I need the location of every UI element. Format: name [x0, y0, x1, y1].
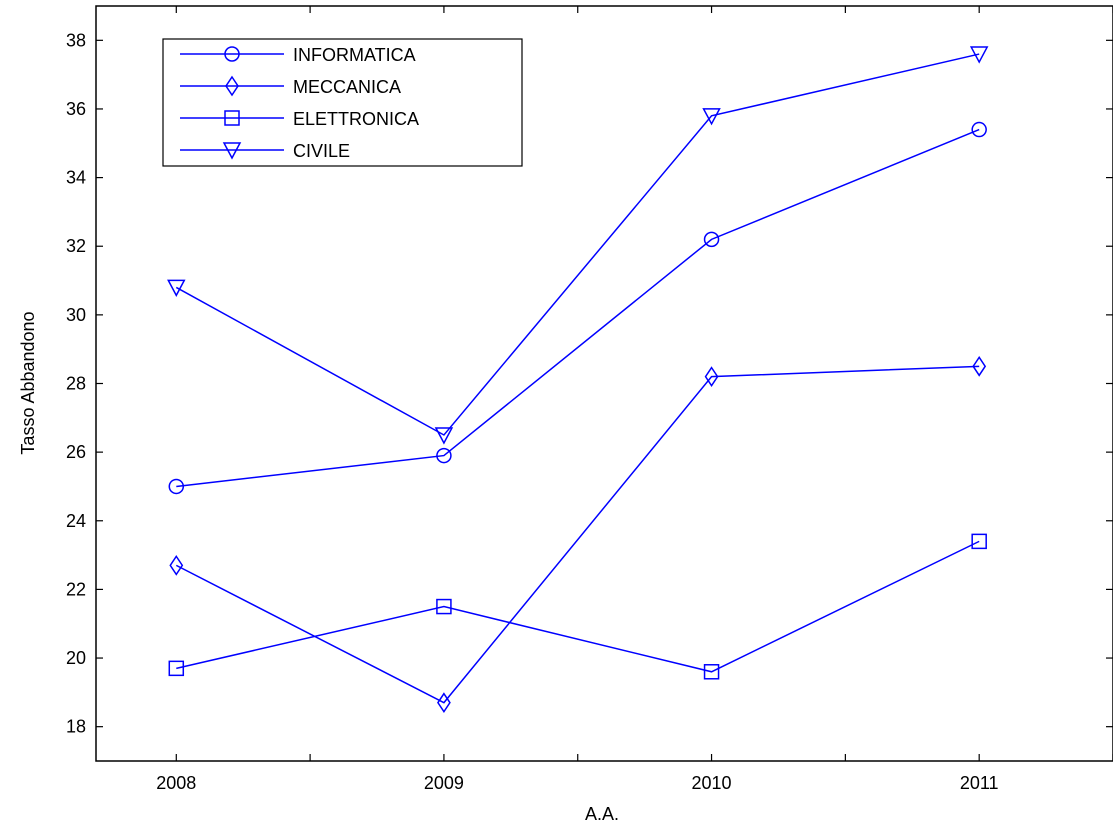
data-point-square — [168, 660, 185, 677]
x-tick-label: 2011 — [960, 773, 999, 793]
legend-entry: MECCANICA — [180, 75, 401, 97]
legend-marker-diamond — [225, 75, 239, 97]
legend-box — [162, 38, 523, 167]
series-line — [175, 53, 980, 436]
y-tick-label: 34 — [66, 168, 86, 188]
series-elettronica — [168, 533, 987, 680]
y-tick-label: 36 — [66, 99, 86, 119]
data-point-diamond — [704, 366, 719, 387]
data-point-triangle-down — [167, 279, 186, 298]
legend-label: MECCANICA — [293, 77, 401, 97]
legend-label: ELETTRONICA — [293, 109, 419, 129]
data-point-triangle-down — [434, 427, 454, 445]
y-tick-label: 30 — [66, 305, 86, 325]
data-point-triangle-down — [702, 108, 721, 126]
legend-marker-triangle-down — [222, 142, 242, 160]
data-point-circle — [703, 231, 720, 248]
series-layer — [167, 46, 989, 714]
y-tick-label: 24 — [66, 511, 86, 531]
data-point-diamond — [437, 692, 451, 714]
legend-entry: ELETTRONICA — [180, 109, 419, 129]
legend-entry: CIVILE — [180, 141, 350, 161]
data-point-circle — [971, 121, 987, 138]
series-line — [176, 128, 980, 488]
x-axis-label: A.A. — [585, 804, 619, 824]
legend-entry: INFORMATICA — [180, 45, 416, 65]
data-point-diamond — [972, 355, 987, 377]
legend: INFORMATICA MECCANICA ELETTRONICA CIVILE — [162, 38, 523, 167]
data-point-square — [703, 664, 720, 680]
series-civile — [167, 46, 989, 445]
legend-marker-circle — [224, 46, 240, 62]
series-line — [176, 540, 980, 673]
x-tick-label: 2008 — [156, 773, 196, 793]
y-tick-label: 20 — [66, 648, 86, 668]
series-informatica — [168, 121, 987, 495]
axis-ticks: 18 20 22 24 26 28 30 32 34 36 38 2008 2009 2010 2011 — [66, 6, 1113, 793]
y-tick-label: 32 — [66, 236, 86, 256]
data-point-square — [971, 533, 987, 550]
data-point-circle — [168, 478, 185, 495]
series-meccanica — [169, 355, 987, 714]
legend-marker-square — [224, 110, 240, 126]
legend-label: CIVILE — [293, 141, 350, 161]
y-tick-label: 18 — [66, 717, 86, 737]
series-line — [175, 365, 980, 704]
data-point-diamond — [169, 555, 184, 576]
x-tick-label: 2009 — [424, 773, 464, 793]
y-tick-label: 22 — [66, 579, 86, 599]
data-point-square — [436, 598, 452, 615]
x-tick-label: 2010 — [692, 773, 732, 793]
y-axis-label: Tasso Abbandono — [18, 311, 38, 454]
data-point-circle — [436, 447, 452, 464]
y-tick-label: 38 — [66, 30, 86, 50]
legend-label: INFORMATICA — [293, 45, 416, 65]
y-tick-label: 28 — [66, 374, 86, 394]
y-tick-label: 26 — [66, 442, 86, 462]
data-point-triangle-down — [969, 46, 989, 64]
